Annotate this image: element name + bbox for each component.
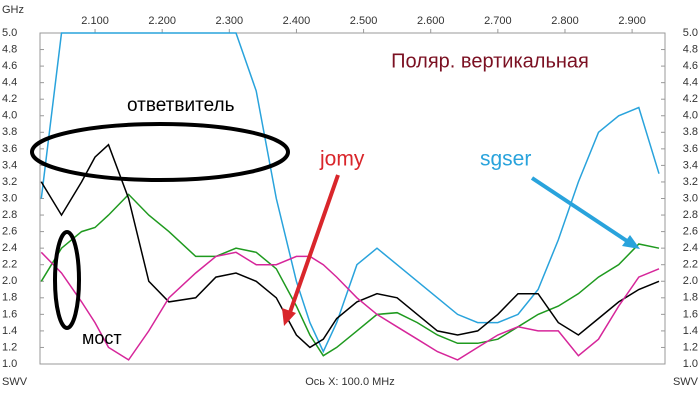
series-line <box>40 193 660 357</box>
y-tick-label: 4.0 <box>2 110 17 122</box>
y-tick-label: 4.8 <box>2 43 17 55</box>
y-tick-label: 1.4 <box>683 325 698 337</box>
x-tick-label: 2.900 <box>618 15 646 27</box>
y-tick-label: 3.0 <box>2 192 17 204</box>
y-tick-label: 3.8 <box>2 126 17 138</box>
y-tick-label: 4.8 <box>683 43 698 55</box>
annotation-ellipse <box>30 122 290 182</box>
y-tick-label: 2.8 <box>2 209 17 221</box>
y-tick-label: 3.6 <box>2 143 17 155</box>
x-axis-label: Ось X: 100.0 MHz <box>305 376 394 388</box>
y-tick-label: 4.0 <box>683 110 698 122</box>
y-tick-label: 4.2 <box>2 93 17 105</box>
series-line <box>40 143 660 349</box>
y-tick-label: 2.4 <box>683 242 698 254</box>
annotation: ответвитель <box>127 95 235 116</box>
series-line <box>40 32 660 354</box>
y-tick-label: 2.6 <box>2 226 17 238</box>
y-tick-label: 1.8 <box>683 292 698 304</box>
y-tick-label: 3.6 <box>683 143 698 155</box>
x-tick-label: 2.600 <box>417 15 445 27</box>
y-tick-label: 4.4 <box>2 77 17 89</box>
arrow-head <box>622 235 640 249</box>
x-unit: GHz <box>2 4 24 16</box>
annotation: мост <box>82 328 122 348</box>
y-tick-label: 3.4 <box>683 159 698 171</box>
y-axis-label-left: SWV <box>2 376 28 388</box>
y-tick-label: 3.2 <box>2 176 17 188</box>
y-tick-label: 1.0 <box>2 358 17 370</box>
x-tick-label: 2.200 <box>148 15 176 27</box>
x-tick-label: 2.700 <box>484 15 512 27</box>
y-tick-label: 1.6 <box>2 308 17 320</box>
annotation: jomy <box>319 148 365 171</box>
y-tick-label: 3.0 <box>683 192 698 204</box>
y-tick-label: 1.0 <box>683 358 698 370</box>
y-tick-label: 2.2 <box>2 259 17 271</box>
y-tick-label: 2.4 <box>2 242 17 254</box>
y-tick-label: 2.2 <box>683 259 698 271</box>
arrow-head <box>282 308 296 326</box>
x-tick-label: 2.800 <box>551 15 579 27</box>
x-tick-label: 2.500 <box>350 15 378 27</box>
y-tick-label: 1.6 <box>683 308 698 320</box>
y-tick-label: 2.8 <box>683 209 698 221</box>
y-tick-label: 4.4 <box>683 77 698 89</box>
y-tick-label: 2.0 <box>683 275 698 287</box>
y-tick-label: 1.2 <box>2 341 17 353</box>
y-tick-label: 3.4 <box>2 159 17 171</box>
annotation-arrow <box>530 176 632 245</box>
y-tick-label: 5.0 <box>2 27 17 39</box>
series-label: sgser <box>480 148 531 171</box>
y-tick-label: 2.6 <box>683 226 698 238</box>
y-tick-label: 4.6 <box>2 60 17 72</box>
y-tick-label: 5.0 <box>683 27 698 39</box>
x-tick-label: 2.100 <box>81 15 109 27</box>
y-tick-label: 2.0 <box>2 275 17 287</box>
y-tick-label: 1.4 <box>2 325 17 337</box>
plot: 1.0 1.0 1.2 1.2 1.4 1.4 1.6 1.6 1.8 1.8 2.0 2.0 2.2 2… <box>2 15 698 370</box>
y-axis-label-right: SWV <box>673 376 699 388</box>
y-tick-label: 4.6 <box>683 60 698 72</box>
y-tick-label: 1.2 <box>683 341 698 353</box>
annotation-ellipse <box>53 230 81 330</box>
chart-title: Поляр. вертикальная <box>391 50 589 72</box>
x-tick-label: 2.400 <box>283 15 311 27</box>
x-tick-label: 2.300 <box>216 15 244 27</box>
annotation-arrow <box>286 174 340 319</box>
series-line <box>40 251 660 361</box>
y-tick-label: 4.2 <box>683 93 698 105</box>
y-tick-label: 3.8 <box>683 126 698 138</box>
y-tick-label: 3.2 <box>683 176 698 188</box>
y-tick-label: 1.8 <box>2 292 17 304</box>
